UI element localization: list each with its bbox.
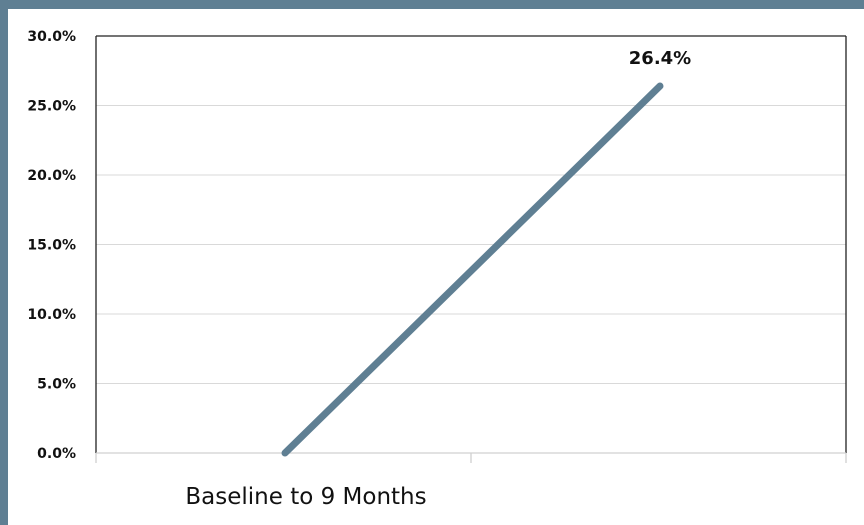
y-tick-label: 30.0% — [27, 29, 76, 45]
y-axis-ticks: 0.0% 5.0% 10.0% 15.0% 20.0% 25.0% 30.0% — [27, 29, 76, 462]
y-tick-label: 20.0% — [27, 168, 76, 184]
y-tick-label: 5.0% — [37, 377, 76, 393]
chart-panel: 0.0% 5.0% 10.0% 15.0% 20.0% 25.0% 30.0% 26.4% … — [8, 9, 864, 525]
series-line — [281, 82, 664, 457]
x-axis-label: Baseline to 9 Months — [185, 484, 426, 510]
data-labels: 26.4% — [629, 48, 691, 69]
y-tick-label: 0.0% — [37, 446, 76, 462]
y-tick-label: 25.0% — [27, 99, 76, 115]
gridlines — [95, 35, 847, 453]
data-label: 26.4% — [629, 48, 691, 69]
series-lines — [281, 82, 664, 457]
x-axis — [95, 452, 847, 463]
line-chart: 0.0%5.0%10.0%15.0%20.0%25.0%30.0% 26.4% … — [27, 29, 847, 510]
y-tick-label: 10.0% — [27, 307, 76, 323]
y-tick-label: 15.0% — [27, 238, 76, 254]
